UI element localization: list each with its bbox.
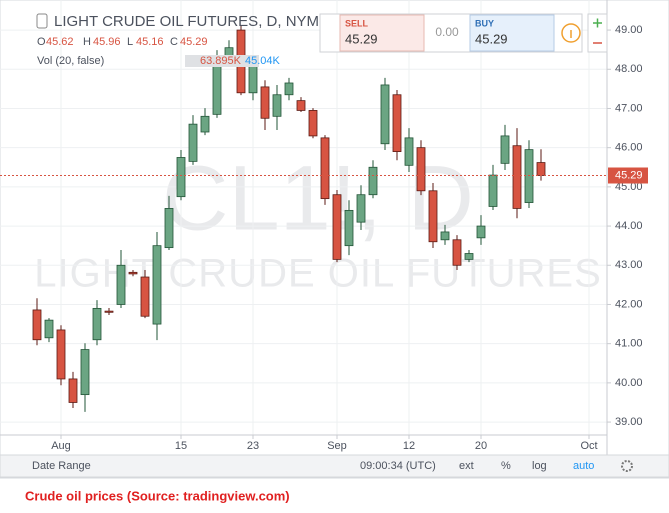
y-tick-label: 39.00 [615,416,643,428]
volume-average: 45.04K [245,55,281,67]
y-tick-label: 47.00 [615,102,643,114]
candle-body [32,309,42,341]
x-tick-label: 20 [475,440,487,452]
sell-price: 45.29 [345,31,378,46]
candle-body [344,209,354,247]
trade-panel: SELL 45.29 0.00 BUY 45.29 [319,13,608,53]
candle-body [392,94,402,152]
x-tick-label: Aug [51,440,71,452]
info-icon[interactable] [561,23,581,43]
candle-body [464,253,474,260]
candle-body [512,145,522,209]
ohlc-open: 45.62 [46,36,74,48]
candle-body [500,135,510,164]
candle-body [356,194,366,223]
log-button[interactable]: log [532,460,547,472]
symbol-title: LIGHT CRUDE OIL FUTURES, D, NYME [54,13,329,30]
candle-body [272,94,282,117]
candle-body [536,162,546,176]
price-label-box [608,167,648,184]
auto-button[interactable]: auto [573,460,594,472]
candle-body [128,271,138,275]
x-tick-label: 15 [175,440,187,452]
candle-body [404,137,414,166]
candle-body [80,349,90,396]
y-tick-label: 49.00 [615,24,643,36]
candle-body [476,225,486,239]
candle-body [440,231,450,241]
toolbar-group: Date Range 09:00:34 (UTC) ext % log auto [32,460,633,472]
y-tick-label: 43.00 [615,259,643,271]
legend-group: LIGHT CRUDE OIL FUTURES, D, NYME O 45.62… [36,13,329,67]
candle-body [68,378,78,403]
volume-value: 63.895K [200,55,242,67]
buy-price: 45.29 [475,31,508,46]
candle-body [176,157,186,198]
candle-body [320,137,330,200]
candle-body [524,149,534,203]
y-tick-label: 41.00 [615,338,643,350]
candle-body [284,82,294,96]
candle-body [152,245,162,325]
volume-buttons[interactable] [185,55,259,67]
sell-label: SELL [345,18,369,28]
y-tick-label: 45.00 [615,181,643,193]
y-tick-label: 44.00 [615,220,643,232]
settings-icon[interactable] [621,460,633,472]
x-tick-label: 12 [403,440,415,452]
price-label: 45.29 [615,169,643,181]
clock: 09:00:34 (UTC) [360,460,436,472]
x-tick-label: 23 [247,440,259,452]
candle-body [488,174,498,207]
y-tick-label: 48.00 [615,63,643,75]
caption: Crude oil prices (Source: tradingview.co… [25,488,290,503]
spread: 0.00 [435,25,459,39]
candle-body [140,276,150,317]
candle-body [452,239,462,266]
ohlc-high: 45.96 [93,36,121,48]
buy-button[interactable] [469,14,555,52]
candle-body [428,190,438,243]
candle-body [296,100,306,111]
candle-body [332,194,342,260]
candle-body [164,208,174,249]
candle-body [188,123,198,162]
candle-body [56,329,66,380]
y-tick-label: 42.00 [615,298,643,310]
ohlc-low: 45.16 [136,36,164,48]
candle-body [200,115,210,133]
date-range[interactable]: Date Range [32,460,91,472]
watermark-symbol: CL1!, D [162,147,474,249]
ext-button[interactable]: ext [459,460,474,472]
candle-body [116,264,126,305]
ohlc-close-label: C [170,36,178,48]
candle-body [308,110,318,137]
candle-body [44,319,54,339]
percent-button[interactable]: % [501,460,511,472]
candle-body [368,166,378,196]
x-tick-label: Sep [327,440,347,452]
ohlc-low-label: L [127,36,133,48]
zoom-in-icon[interactable] [593,18,602,28]
candle-body [416,147,426,192]
symbol-search-icon[interactable] [36,13,48,29]
zoom-buttons[interactable] [587,13,608,53]
volume-label: Vol (20, false) [37,55,104,67]
candle-body [260,86,270,119]
ohlc-close: 45.29 [180,36,208,48]
candle-body [92,307,102,341]
candle-body [380,84,390,145]
ohlc-open-label: O [37,36,46,48]
sell-button[interactable] [339,14,425,52]
ohlc-high-label: H [83,36,91,48]
candle-body [104,310,114,313]
candle-body [248,64,258,94]
bottom-toolbar [0,454,669,478]
buy-label: BUY [475,18,494,28]
y-tick-label: 46.00 [615,142,643,154]
y-tick-label: 40.00 [615,377,643,389]
x-tick-label: Oct [580,440,597,452]
